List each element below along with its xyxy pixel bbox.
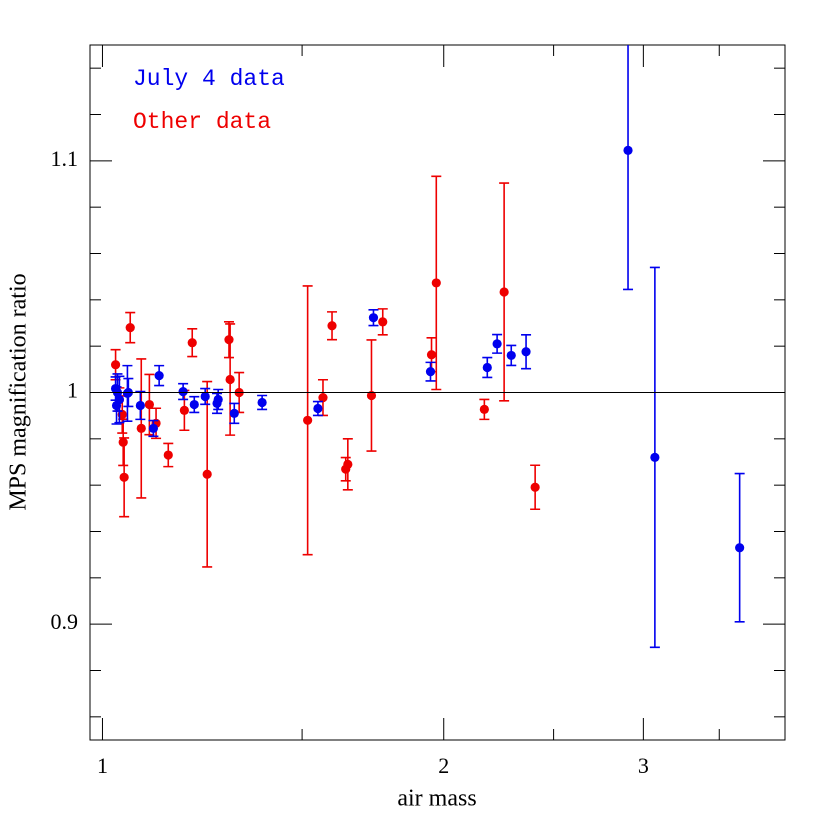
point [114,394,125,405]
point [200,391,210,402]
point [506,350,516,361]
legend-entry: Other data [133,109,271,135]
point [343,459,353,469]
point [119,472,129,482]
point [425,367,436,377]
point [154,370,164,381]
point [202,469,212,479]
point [125,323,135,333]
point [318,392,328,403]
point [257,397,267,408]
point [189,399,199,410]
point [178,386,188,397]
point [136,423,146,434]
point [479,404,489,415]
point [650,452,660,462]
point [135,400,145,411]
point [187,338,197,348]
point [378,317,388,327]
point [163,450,173,460]
x-axis-label: air mass [397,786,476,812]
point [735,543,745,553]
point [327,321,337,331]
legend-entry: July 4 data [133,66,285,92]
point [313,403,323,414]
point [224,335,234,345]
y-axis-label: MPS magnification ratio [6,273,32,510]
y-tick-label: 1 [67,378,78,403]
point [225,374,235,385]
y-tick-label: 0.9 [51,609,79,634]
point [492,339,502,349]
point [368,313,379,323]
x-tick-label: 2 [438,753,449,778]
plot-area [110,45,745,649]
point [482,362,492,373]
point [148,423,159,434]
point [431,278,441,288]
point [426,350,437,360]
x-tick-label: 1 [97,753,108,778]
point [110,360,121,370]
point [303,415,313,425]
point [144,399,154,410]
point [530,482,540,492]
x-tick-label: 3 [638,753,649,778]
point [213,394,223,405]
y-tick-label: 1.1 [51,146,79,171]
point [366,390,377,401]
point [229,408,239,418]
point [623,145,633,156]
point [499,287,509,297]
point [118,437,128,447]
point [179,405,189,415]
point [521,347,531,357]
